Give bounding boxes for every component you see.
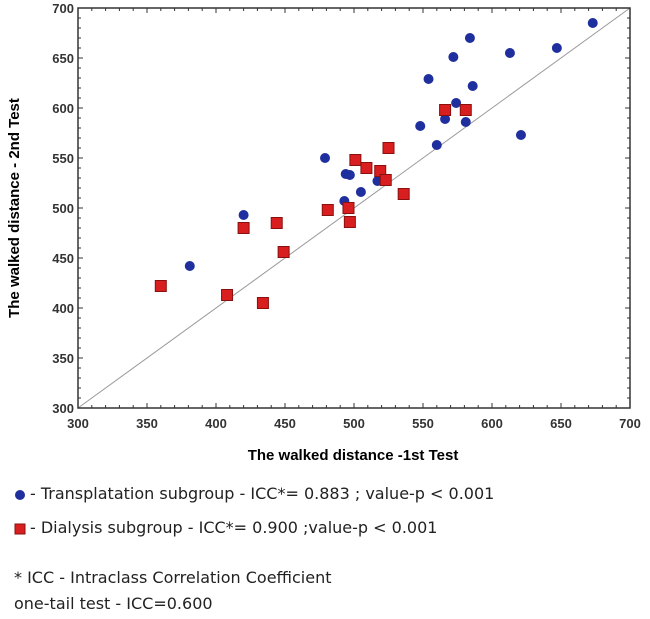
transplantation-point bbox=[344, 170, 355, 180]
footnote-icc: * ICC - Intraclass Correlation Coefficie… bbox=[14, 568, 332, 587]
transplantation-point bbox=[423, 74, 434, 84]
transplantation-point bbox=[320, 153, 331, 163]
dialysis-point bbox=[397, 188, 410, 200]
transplantation-point bbox=[551, 43, 562, 53]
transplantation-point bbox=[448, 52, 459, 62]
x-tick-label: 400 bbox=[205, 416, 227, 431]
transplantation-point bbox=[184, 261, 195, 271]
y-tick-label: 550 bbox=[52, 151, 74, 166]
y-tick-label: 450 bbox=[52, 251, 74, 266]
y-tick-label: 500 bbox=[52, 201, 74, 216]
axis-ticks: 300 350 400 450 500 550 600 650 700 300 350 400 450 5… bbox=[52, 1, 641, 431]
x-axis-label: The walked distance -1st Test bbox=[248, 447, 459, 464]
dialysis-point bbox=[277, 246, 290, 258]
x-tick-label: 350 bbox=[136, 416, 158, 431]
x-tick-label: 700 bbox=[619, 416, 641, 431]
y-tick-label: 400 bbox=[52, 301, 74, 316]
transplantation-point bbox=[460, 117, 471, 127]
x-tick-label: 650 bbox=[550, 416, 572, 431]
dialysis-point bbox=[221, 289, 234, 301]
transplantation-point bbox=[431, 140, 442, 150]
transplantation-point bbox=[464, 33, 475, 43]
y-tick-label: 600 bbox=[52, 101, 74, 116]
y-tick-label: 350 bbox=[52, 351, 74, 366]
x-tick-label: 550 bbox=[412, 416, 434, 431]
transplantation-point bbox=[451, 98, 462, 108]
x-tick-label: 300 bbox=[67, 416, 89, 431]
transplantation-point bbox=[238, 210, 249, 220]
transplantation-point bbox=[587, 18, 598, 28]
legend-item-transplantation: - Transplatation subgroup - ICC*= 0.883 … bbox=[14, 484, 494, 503]
scatter-chart: 300 350 400 450 500 550 600 650 700 300 350 400 450 5… bbox=[6, 1, 641, 464]
plot-frame bbox=[77, 7, 631, 409]
y-axis-label: The walked distance - 2nd Test bbox=[6, 98, 23, 318]
dialysis-point bbox=[349, 154, 362, 166]
x-tick-label: 500 bbox=[343, 416, 365, 431]
dialysis-point bbox=[270, 217, 283, 229]
transplantation-point bbox=[440, 114, 451, 124]
footnote-test: one-tail test - ICC=0.600 bbox=[14, 594, 213, 613]
dialysis-point bbox=[379, 174, 392, 186]
y-tick-label: 700 bbox=[52, 1, 74, 16]
dialysis-point bbox=[321, 204, 334, 216]
data-points bbox=[154, 18, 598, 309]
dialysis-point bbox=[256, 297, 269, 309]
square-marker-icon bbox=[14, 523, 26, 534]
dialysis-point bbox=[459, 104, 472, 116]
y-tick-label: 300 bbox=[52, 401, 74, 416]
transplantation-point bbox=[415, 121, 426, 131]
dialysis-point bbox=[342, 202, 355, 214]
y-tick-label: 650 bbox=[52, 51, 74, 66]
x-tick-label: 450 bbox=[274, 416, 296, 431]
legend-label: - Transplatation subgroup - ICC*= 0.883 … bbox=[30, 484, 495, 503]
dialysis-point bbox=[360, 162, 373, 174]
legend-item-dialysis: - Dialysis subgroup - ICC*= 0.900 ;value… bbox=[14, 518, 437, 537]
circle-marker-icon bbox=[15, 489, 25, 500]
legend-label: - Dialysis subgroup - ICC*= 0.900 ;value… bbox=[30, 518, 438, 537]
dialysis-point bbox=[237, 222, 250, 234]
transplantation-point bbox=[504, 48, 515, 58]
dialysis-point bbox=[343, 216, 356, 228]
dialysis-point bbox=[154, 280, 167, 292]
transplantation-point bbox=[467, 81, 478, 91]
x-tick-label: 600 bbox=[481, 416, 503, 431]
transplantation-point bbox=[515, 130, 526, 140]
dialysis-point bbox=[439, 104, 452, 116]
dialysis-point bbox=[382, 142, 395, 154]
transplantation-point bbox=[355, 187, 366, 197]
